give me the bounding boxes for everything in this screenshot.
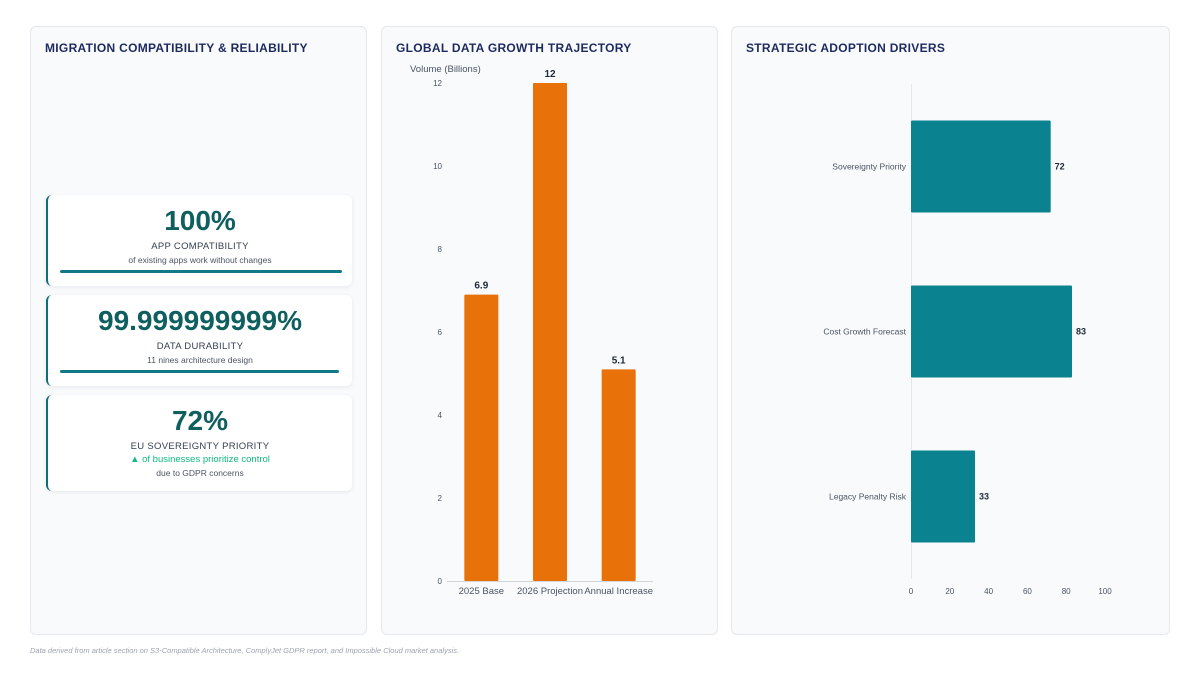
bar — [464, 294, 499, 581]
kpi-value: 100% — [164, 205, 236, 236]
kpi-card-sovereignty: 72% EU SOVEREIGNTY PRIORITY ▲ of busines… — [46, 395, 352, 491]
data-label: 12 — [544, 69, 556, 80]
x-tick-label: Annual Increase — [584, 586, 653, 597]
adoption-drivers-panel: STRATEGIC ADOPTION DRIVERS 0 20 40 60 80 100 7… — [731, 26, 1170, 635]
kpi-label: DATA DURABILITY — [156, 341, 244, 352]
x-tick-label: 60 — [1023, 587, 1032, 596]
compatibility-panel: MIGRATION COMPATIBILITY & RELIABILITY 10… — [30, 26, 367, 635]
kpi-subtext: due to GDPR concerns — [156, 468, 244, 478]
data-label: 83 — [1076, 327, 1086, 337]
panel-title: MIGRATION COMPATIBILITY & RELIABILITY — [45, 41, 308, 55]
footnote: Data derived from article section on S3-… — [30, 646, 460, 655]
kpi-subtext: 11 nines architecture design — [147, 355, 253, 365]
bar — [911, 285, 1073, 378]
data-label: 72 — [1055, 162, 1065, 172]
y-tick-label: 4 — [438, 411, 443, 420]
kpi-progress-fill — [60, 270, 342, 273]
kpi-card-compatibility: 100% APP COMPATIBILITY of existing apps … — [46, 195, 352, 286]
kpi-progress-bar — [60, 370, 342, 373]
kpi-value: 72% — [171, 405, 229, 436]
bar — [533, 83, 567, 581]
data-label: 5.1 — [612, 355, 626, 366]
y-tick-label: 2 — [438, 494, 443, 503]
data-growth-panel: GLOBAL DATA GROWTH TRAJECTORY Volume (Bi… — [381, 26, 718, 635]
x-tick-label: 20 — [945, 587, 954, 596]
kpi-label: EU SOVEREIGNTY PRIORITY — [130, 441, 270, 452]
kpi-progress-fill — [60, 370, 340, 373]
x-tick-label: 2026 Projection — [517, 586, 583, 597]
growth-bar-chart: Volume (Billions) 0 2 4 6 8 10 12 6.9 2025 Base 12… — [410, 64, 653, 597]
y-tick-label: 12 — [433, 79, 442, 88]
data-label: 33 — [979, 492, 989, 502]
bar — [911, 120, 1051, 213]
y-tick-label: 0 — [438, 577, 443, 586]
kpi-label: APP COMPATIBILITY — [151, 241, 249, 252]
chart-title: GLOBAL DATA GROWTH TRAJECTORY — [396, 41, 632, 55]
x-tick-label: 80 — [1062, 587, 1071, 596]
drivers-bar-chart: 0 20 40 60 80 100 72 Sovereignty Priority 83 Cost… — [823, 84, 1112, 596]
bar — [601, 369, 636, 581]
y-tick-label: 10 — [433, 162, 442, 171]
x-tick-label: 2025 Base — [459, 586, 504, 597]
kpi-progress-bar — [60, 270, 342, 273]
x-tick-label: 0 — [909, 587, 914, 596]
data-label: 6.9 — [474, 281, 488, 292]
kpi-trend: ▲ of businesses prioritize control — [130, 454, 270, 465]
bar — [911, 450, 976, 543]
y-tick-label: Cost Growth Forecast — [823, 327, 906, 337]
x-tick-label: 40 — [984, 587, 993, 596]
kpi-value: 99.999999999% — [98, 305, 302, 336]
y-tick-label: 6 — [438, 328, 443, 337]
x-tick-label: 100 — [1098, 587, 1112, 596]
kpi-subtext: of existing apps work without changes — [128, 255, 272, 265]
y-tick-label: Sovereignty Priority — [832, 162, 906, 172]
y-axis-label: Volume (Billions) — [410, 64, 481, 75]
kpi-card-durability: 99.999999999% DATA DURABILITY 11 nines a… — [46, 295, 352, 386]
y-tick-label: 8 — [438, 245, 443, 254]
y-tick-label: Legacy Penalty Risk — [829, 492, 907, 502]
chart-title: STRATEGIC ADOPTION DRIVERS — [746, 41, 946, 55]
